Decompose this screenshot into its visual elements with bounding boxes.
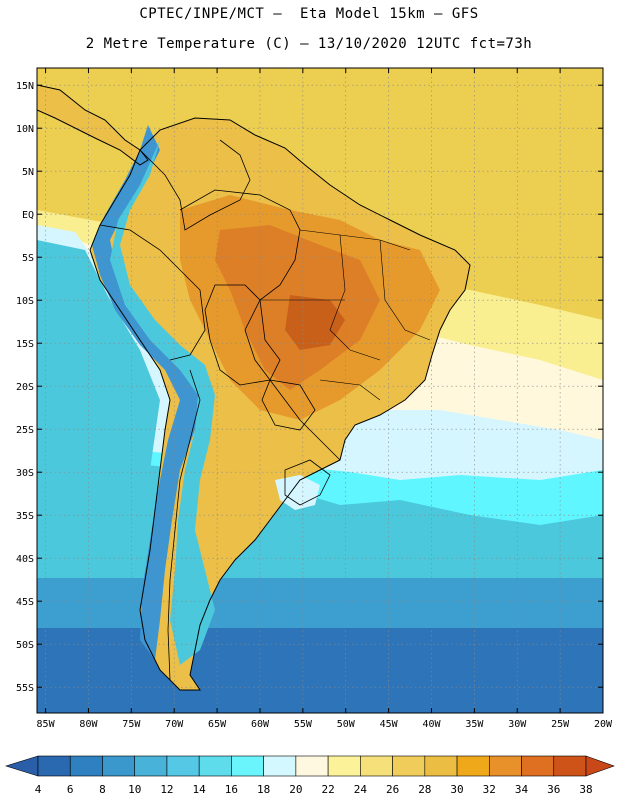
- lon-tick-label: 55W: [294, 719, 313, 730]
- lat-tick-label: 50S: [16, 640, 34, 651]
- colorbar-label: 22: [321, 783, 334, 796]
- lat-tick-label: 5N: [22, 167, 34, 178]
- lat-tick-label: 15N: [16, 81, 34, 92]
- map-title: CPTEC/INPE/MCT – Eta Model 15km – GFS: [139, 6, 479, 22]
- lon-tick-label: 85W: [37, 719, 56, 730]
- colorbar-label: 24: [354, 783, 368, 796]
- lat-tick-label: 35S: [16, 511, 34, 522]
- colorbar-swatch: [521, 755, 555, 777]
- colorbar-label: 30: [450, 783, 463, 796]
- colorbar-swatch: [553, 755, 587, 777]
- andes-cold-ridge: [92, 125, 205, 660]
- colorbar-label: 10: [128, 783, 141, 796]
- colorbar-swatch: [327, 755, 361, 777]
- paraguay-border: [261, 379, 316, 431]
- uruguay-border: [284, 459, 331, 506]
- lat-tick-label: 10S: [16, 296, 34, 307]
- colorbar-label: 4: [35, 783, 42, 796]
- colorbar-swatch: [166, 755, 200, 777]
- coastline: [89, 117, 471, 691]
- colorbar-swatch: [456, 755, 490, 777]
- lon-tick-label: 45W: [380, 719, 399, 730]
- country-borders: [37, 84, 471, 691]
- colorbar-swatch: [134, 755, 168, 777]
- lon-tick-label: 35W: [465, 719, 484, 730]
- colorbar-label: 12: [160, 783, 173, 796]
- central-america-coast: [37, 84, 149, 166]
- lat-tick-label: 15S: [16, 339, 34, 350]
- colorbar-swatch: [69, 755, 103, 777]
- colorbar-label: 16: [225, 783, 238, 796]
- colorbar-swatch: [392, 755, 426, 777]
- colorbar-swatch: [37, 755, 71, 777]
- lat-tick-label: 45S: [16, 597, 34, 608]
- colorbar-label: 28: [418, 783, 431, 796]
- colorbar-label: 14: [193, 783, 207, 796]
- rio-de-la-plata-pocket: [275, 475, 320, 510]
- lon-tick-label: 75W: [122, 719, 141, 730]
- lat-tick-label: 40S: [16, 554, 34, 565]
- lon-tick-label: 40W: [422, 719, 441, 730]
- colorbar-swatch: [488, 755, 522, 777]
- colorbar-swatch: [102, 755, 136, 777]
- lat-tick-label: 20S: [16, 382, 34, 393]
- pacific-teal-band: [37, 240, 160, 470]
- lat-tick-label: 30S: [16, 468, 34, 479]
- colorbar-label: 18: [257, 783, 270, 796]
- lat-tick-label: 10N: [16, 124, 34, 135]
- lat-tick-label: EQ: [22, 210, 34, 221]
- central-america-land: [37, 85, 148, 165]
- lat-tick-label: 5S: [22, 253, 34, 264]
- colorbar-label: 34: [515, 783, 529, 796]
- colorbar: 4 6 8 10 12 14 16 18 20 22 24 26 28 30 32 34 36 38: [4, 755, 615, 796]
- brazil-states: [260, 229, 431, 401]
- colorbar-swatch: [360, 755, 393, 777]
- map-frame: [36, 67, 604, 714]
- argentina-chile-border: [167, 369, 201, 681]
- hottest-region: [285, 295, 345, 350]
- colombia-venezuela-border: [139, 139, 251, 231]
- longitude-axis: 85W 80W 75W 70W 65W 60W 55W 50W 45W 40W 35W 30W 25W 2…: [37, 68, 613, 730]
- lon-tick-label: 65W: [208, 719, 227, 730]
- colorbar-low-arrow: [4, 755, 39, 777]
- colorbar-swatch: [424, 755, 458, 777]
- colorbar-label: 26: [386, 783, 399, 796]
- lon-tick-label: 80W: [79, 719, 98, 730]
- colorbar-high-arrow: [585, 755, 615, 777]
- colorbar-swatch: [263, 755, 297, 777]
- lon-tick-label: 30W: [508, 719, 527, 730]
- colorbar-swatch: [295, 755, 329, 777]
- andes-light-band: [110, 140, 215, 665]
- lon-tick-label: 70W: [165, 719, 184, 730]
- colorbar-label: 8: [99, 783, 106, 796]
- colorbar-label: 38: [579, 783, 592, 796]
- lon-tick-label: 25W: [551, 719, 570, 730]
- colorbar-label: 20: [289, 783, 302, 796]
- lon-tick-label: 20W: [594, 719, 613, 730]
- latitude-axis: 15N 10N 5N EQ 5S 10S 15S 20S 25S 30S 35S 40S 45S 50S 5…: [16, 81, 603, 694]
- peru-border: [99, 224, 206, 361]
- map-subtitle: 2 Metre Temperature (C) – 13/10/2020 12U…: [85, 36, 533, 52]
- colorbar-swatch: [198, 755, 232, 777]
- lon-tick-label: 50W: [337, 719, 356, 730]
- colorbar-label: 6: [67, 783, 74, 796]
- colorbar-swatch: [231, 755, 264, 777]
- lat-tick-label: 25S: [16, 425, 34, 436]
- map-field: [37, 68, 603, 713]
- colorbar-label: 36: [547, 783, 560, 796]
- lat-tick-label: 55S: [16, 683, 34, 694]
- colorbar-label: 32: [483, 783, 496, 796]
- lon-tick-label: 60W: [251, 719, 270, 730]
